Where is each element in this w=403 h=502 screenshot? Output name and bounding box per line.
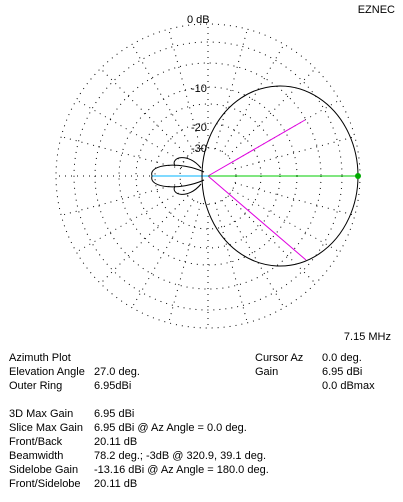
ring-label-20: -20 — [191, 122, 207, 134]
grid-spoke — [61, 136, 182, 170]
frequency-label: 7.15 MHz — [343, 331, 391, 343]
stat-label-slice-max-gain: Slice Max Gain — [9, 422, 83, 434]
info-label-outer-ring: Outer Ring — [9, 380, 63, 392]
grid-spoke — [61, 182, 182, 216]
info-label-plot-type: Azimuth Plot — [9, 352, 71, 364]
grid-spoke — [227, 68, 316, 157]
app-label: EZNEC — [357, 4, 395, 16]
cursor-marker[interactable] — [355, 173, 361, 179]
stat-label-front-back: Front/Back — [9, 436, 63, 448]
ring-label-0db: 0 dB — [187, 14, 210, 26]
info-value-outer-ring: 6.95dBi — [94, 380, 132, 392]
grid-spoke — [76, 99, 185, 163]
ring-label-30: -30 — [191, 143, 207, 155]
grid-spoke — [76, 189, 185, 253]
grid-spoke — [234, 136, 355, 170]
info-value-elevation: 27.0 deg. — [94, 366, 140, 378]
info-label-gain: Gain — [255, 366, 279, 378]
grid-spoke — [214, 202, 248, 323]
grid-spoke — [234, 182, 355, 216]
stat-value-slice-max-gain: 6.95 dBi @ Az Angle = 0.0 deg. — [94, 422, 247, 434]
beamwidth-line-lower — [207, 175, 307, 261]
grid-spoke — [131, 44, 195, 153]
stat-value-sidelobe-gain: -13.16 dBi @ Az Angle = 180.0 deg. — [94, 464, 269, 476]
ring-label-10: -10 — [191, 83, 207, 95]
grid-spoke — [221, 199, 285, 308]
stat-value-front-sidelobe: 20.11 dB — [94, 478, 138, 490]
info-label-elevation: Elevation Angle — [9, 366, 85, 378]
stat-value-front-back: 20.11 dB — [94, 436, 138, 448]
radiation-pattern — [151, 85, 359, 267]
grid-spoke — [214, 29, 248, 150]
grid-spoke — [131, 199, 195, 308]
info-value-gain-dbmax: 0.0 dBmax — [322, 380, 375, 392]
info-value-cursor-az: 0.0 deg. — [322, 352, 362, 364]
stat-value-3d-max-gain: 6.95 dBi — [94, 408, 135, 420]
info-value-gain: 6.95 dBi — [322, 366, 363, 378]
grid-spoke — [100, 68, 189, 157]
grid-spoke — [100, 195, 189, 284]
stat-label-3d-max-gain: 3D Max Gain — [9, 408, 74, 420]
stat-label-beamwidth: Beamwidth — [9, 450, 64, 462]
stat-label-front-sidelobe: Front/Sidelobe — [9, 478, 81, 490]
beamwidth-line-upper — [207, 119, 306, 177]
azimuth-polar-plot[interactable]: 0 dB -10 -20 -30 — [0, 0, 403, 345]
grid-spoke — [168, 202, 202, 323]
stat-label-sidelobe-gain: Sidelobe Gain — [9, 464, 79, 476]
info-label-cursor-az: Cursor Az — [255, 352, 304, 364]
grid-spoke — [221, 44, 285, 153]
stat-value-beamwidth: 78.2 deg.; -3dB @ 320.9, 39.1 deg. — [94, 450, 267, 462]
